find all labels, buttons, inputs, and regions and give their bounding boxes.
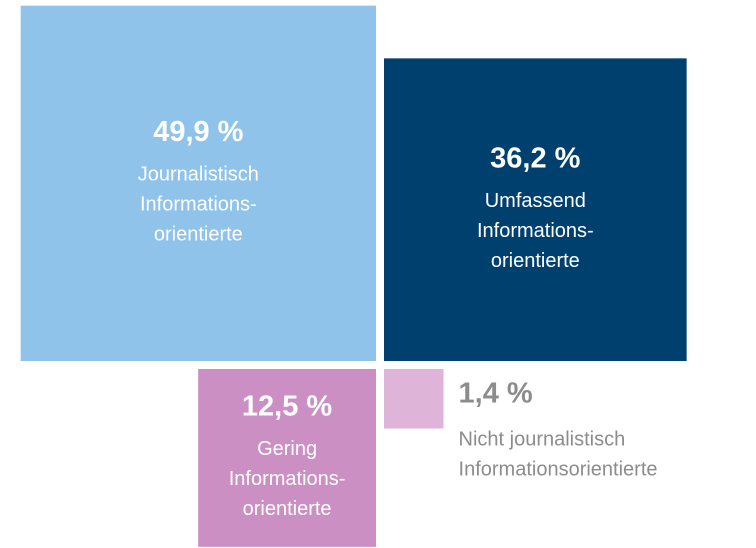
square — [384, 369, 444, 429]
category-label: Journalistisch — [138, 164, 259, 186]
category-label: Informations- — [477, 220, 594, 242]
value-label: 1,4 % — [459, 378, 533, 410]
value-label: 12,5 % — [242, 391, 332, 423]
square — [198, 369, 376, 547]
category-label: Informationsorientierte — [459, 458, 658, 480]
category-label: orientierte — [491, 250, 580, 272]
category-label: Nicht journalistisch — [459, 428, 626, 450]
square — [384, 58, 687, 362]
value-label: 49,9 % — [153, 116, 243, 148]
category-label: Gering — [257, 438, 317, 460]
category-label: Informations- — [140, 194, 257, 216]
square — [20, 5, 376, 361]
value-label: 36,2 % — [490, 142, 580, 174]
category-label: Informations- — [229, 468, 346, 490]
category-label: Umfassend — [485, 190, 586, 212]
category-label: orientierte — [154, 224, 243, 246]
category-label: orientierte — [243, 498, 332, 520]
